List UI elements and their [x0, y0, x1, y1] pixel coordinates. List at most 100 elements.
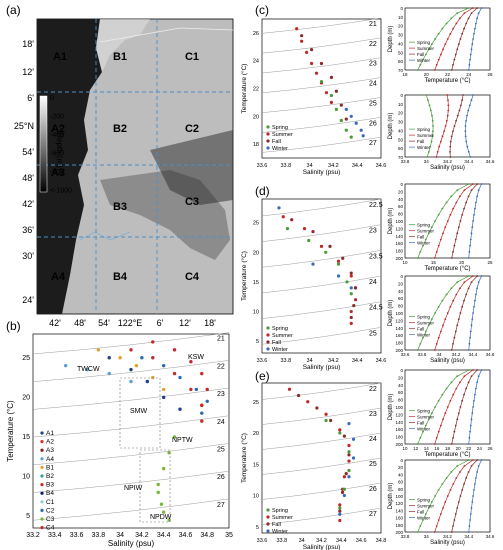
- profile-point-Spring: [467, 459, 470, 461]
- data-point-Spring: [324, 418, 328, 423]
- region-label: A1: [53, 51, 67, 63]
- profile-point-Winter: [468, 436, 471, 439]
- profile-point-Summer: [446, 94, 449, 96]
- density-curve: [261, 250, 382, 268]
- data-point-Fall: [349, 271, 353, 275]
- plot-frame: [261, 18, 382, 159]
- shallow-shelf: [96, 19, 150, 72]
- profile-y-tick: 60: [398, 296, 404, 301]
- data-point-Fall: [300, 34, 304, 38]
- data-point-B1: [161, 387, 166, 392]
- profile-point-Spring: [428, 104, 431, 107]
- profile-y-tick: 120: [395, 226, 403, 231]
- x-tick-label: 33.8: [280, 358, 291, 364]
- profile-x-tick: 34.4: [469, 352, 478, 357]
- density-label: 27: [217, 502, 225, 509]
- data-point-Fall: [315, 406, 319, 410]
- data-point-Spring: [339, 118, 343, 123]
- y-tick-label: 20: [253, 114, 259, 120]
- profile-point-Fall: [457, 412, 460, 415]
- profile-y-tick: 100: [395, 405, 403, 410]
- profile-point-Spring: [437, 305, 440, 308]
- deep-basin: [150, 130, 233, 205]
- density-curve: [32, 443, 230, 466]
- profile-point-Fall: [449, 145, 452, 148]
- density-label: 26: [369, 486, 377, 493]
- profile-point-Fall: [463, 207, 465, 210]
- profile-point-Spring: [427, 232, 430, 235]
- data-point-B1: [151, 375, 155, 380]
- profile-legend-entry: Winter: [417, 145, 431, 150]
- profile-point-Winter: [472, 220, 474, 222]
- profile-point-Summer: [472, 459, 474, 461]
- profile-y-tick: 20: [398, 281, 404, 286]
- profile-point-Winter: [468, 525, 471, 527]
- profile-legend-entry: Summer: [417, 415, 435, 420]
- profile-point-Spring: [450, 195, 453, 198]
- profile-point-Spring: [441, 483, 444, 485]
- land: [37, 19, 102, 314]
- profile-point-Fall: [476, 7, 479, 9]
- profile-y-tick: 100: [395, 494, 403, 499]
- profile-y-tick: 60: [398, 59, 404, 64]
- profile-y-tick: 160: [395, 427, 403, 432]
- legend-marker-Spring: [266, 125, 270, 129]
- profile-point-Winter: [471, 501, 474, 503]
- density-label: 25: [369, 461, 377, 468]
- profile-point-Fall: [476, 459, 479, 461]
- profile-point-Fall: [470, 281, 473, 284]
- data-point-Winter: [354, 121, 358, 125]
- x-tick-label: 34.6: [376, 358, 387, 364]
- profile-point-Summer: [437, 244, 440, 247]
- y-tick-label: 18: [253, 142, 259, 148]
- data-point-Summer: [329, 100, 334, 104]
- density-curve: [261, 97, 382, 113]
- lat-tick: 30': [22, 251, 34, 261]
- density-curve: [261, 17, 382, 34]
- legend-entry: Spring: [272, 326, 288, 332]
- profile-point-Summer: [437, 430, 440, 433]
- profile-point-Fall: [463, 27, 465, 30]
- profile-point-Winter: [466, 114, 468, 117]
- profile-point-Spring: [434, 495, 437, 497]
- x-tick-label: 34.4: [352, 358, 363, 364]
- profile-point-Winter: [468, 63, 471, 66]
- data-point-Fall: [342, 434, 346, 438]
- profile-point-Summer: [459, 195, 461, 198]
- profile-point-Summer: [455, 22, 458, 25]
- profile-point-Spring: [445, 201, 448, 204]
- profile-point-Fall: [456, 48, 459, 51]
- data-point-C3: [161, 466, 166, 471]
- data-point-Summer: [353, 298, 358, 302]
- profile-point-Summer: [452, 207, 455, 210]
- profile-point-Fall: [463, 393, 465, 396]
- profile-point-Summer: [459, 381, 461, 384]
- profile-point-Fall: [476, 275, 479, 277]
- data-point-C4: [172, 348, 177, 352]
- data-point-Fall: [328, 244, 332, 248]
- legend-marker-A1: [40, 431, 44, 435]
- profile-point-Spring: [434, 406, 437, 408]
- profile-point-Winter: [469, 330, 472, 333]
- data-point-Winter: [347, 475, 351, 479]
- legend-entry: B3: [46, 482, 54, 489]
- data-point-Spring: [334, 107, 338, 111]
- profile-x-tick: 24: [466, 72, 472, 77]
- data-point-Summer: [338, 518, 342, 523]
- legend-marker-Summer: [266, 333, 270, 337]
- profile-x-tick: 26: [487, 72, 493, 77]
- profile-point-Spring: [445, 477, 448, 479]
- data-point-C4: [205, 387, 209, 392]
- profile-point-Fall: [463, 483, 465, 485]
- profile-point-Spring: [430, 412, 433, 415]
- profile-point-Summer: [443, 130, 446, 133]
- profile-legend-entry: Spring: [417, 40, 431, 45]
- profile-point-Winter: [475, 477, 477, 479]
- panel-e: 22 23 24 25 26 27 33.6 33.8 34 34.2 34.4 34.6 34.8 5 1…: [240, 368, 495, 550]
- legend-entry: A1: [46, 430, 54, 437]
- profile-point-Spring: [456, 281, 459, 284]
- profile-point-Summer: [442, 418, 444, 421]
- profile-point-Fall: [450, 257, 453, 259]
- density-curve: [261, 198, 382, 217]
- density-label: 24: [369, 436, 377, 443]
